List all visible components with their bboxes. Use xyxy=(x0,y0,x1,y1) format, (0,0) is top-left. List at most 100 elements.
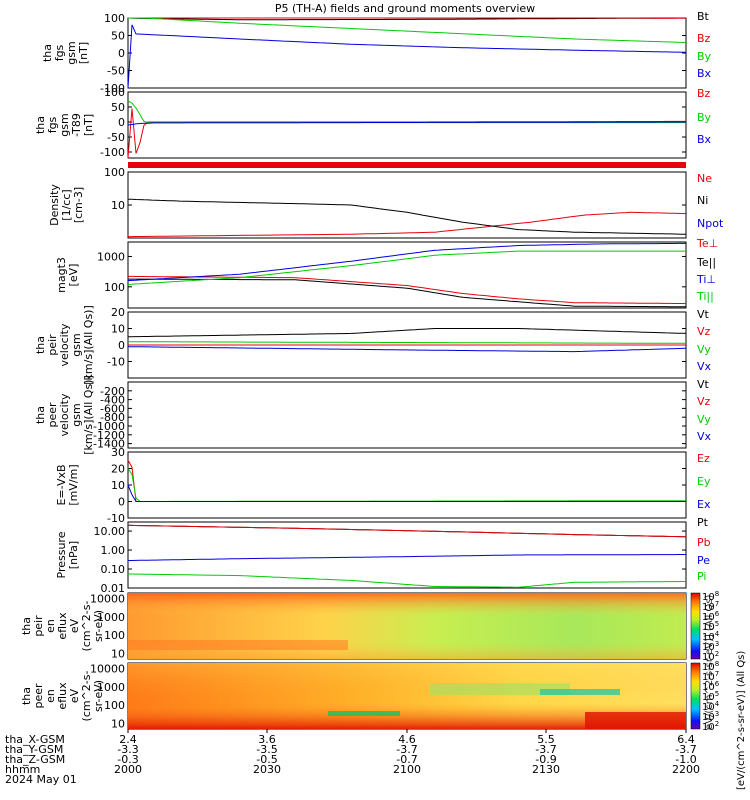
y-tick-label: -1200 xyxy=(93,429,125,442)
y-axis-label: E=-VxB xyxy=(55,464,68,505)
series-line-Ti|| xyxy=(127,250,686,285)
y-axis-label: (cm^2-s- xyxy=(80,671,93,722)
footer-z-value: -0.9 xyxy=(535,753,556,766)
footer-y-value: -3.7 xyxy=(396,743,417,756)
y-tick-label: 0.10 xyxy=(101,563,126,576)
series-line-Ti⊥ xyxy=(127,242,686,282)
legend-Bx: Bx xyxy=(697,67,712,80)
panel-frame xyxy=(127,241,687,309)
legend-Vz: Vz xyxy=(697,395,711,408)
colorbar-tick: 102 xyxy=(702,720,719,733)
y-axis-label: [nT] xyxy=(82,114,95,136)
status-bar xyxy=(128,162,686,168)
y-axis-label: tha xyxy=(20,687,33,705)
y-tick-label: 10000 xyxy=(90,593,125,606)
y-axis-label: en xyxy=(44,689,57,703)
y-tick-label: 0 xyxy=(118,496,125,509)
series-line-Te|| xyxy=(128,278,686,308)
y-tick-label: 10.00 xyxy=(94,525,126,538)
legend-Ti⊥: Ti⊥ xyxy=(696,273,716,286)
y-tick-label: 10 xyxy=(111,479,125,492)
y-axis-label: eV xyxy=(68,618,81,633)
footer-x-value: 3.6 xyxy=(258,733,276,746)
colorbar-label: [eV/(cm^2-s-sr-eV)] (All Qs) xyxy=(736,651,747,790)
y-axis-label: gsm xyxy=(65,41,78,64)
legend-Bt: Bt xyxy=(697,10,710,23)
legend-Bx: Bx xyxy=(697,133,712,146)
y-tick-label: 10 xyxy=(111,323,125,336)
footer-y-value: -3.7 xyxy=(675,743,696,756)
y-axis-label: peer xyxy=(32,683,45,709)
colorbar-tick: 103 xyxy=(702,640,719,653)
legend-Ti||: Ti|| xyxy=(696,290,714,303)
y-axis-label: fgs xyxy=(46,116,59,133)
colorbar-label-overlay: eV/(cm^2-s-sr-eV)] (All Qs) xyxy=(704,595,715,730)
footer-row-label: tha_Z-GSM xyxy=(5,753,65,766)
legend-Vt: Vt xyxy=(697,308,710,321)
legend-Pi: Pi xyxy=(697,570,706,583)
y-tick-label: 100 xyxy=(104,699,125,712)
y-axis-label: gsm xyxy=(70,333,83,356)
series-line-By xyxy=(127,100,686,124)
y-tick-label: -50 xyxy=(107,65,125,78)
y-tick-label: 100 xyxy=(104,12,125,25)
y-tick-label: -1400 xyxy=(93,438,125,451)
series-line-Bx xyxy=(127,24,687,89)
colorbar-tick: 106 xyxy=(702,610,720,623)
y-axis-label: sr-eV) xyxy=(92,680,105,712)
y-tick-label: 1000 xyxy=(97,250,125,263)
colorbar-tick: 106 xyxy=(702,680,720,693)
y-axis-label: [eV] xyxy=(67,264,80,287)
legend-Vz: Vz xyxy=(697,325,711,338)
y-axis-label: [nPa] xyxy=(67,541,80,569)
footer-z-value: -0.7 xyxy=(396,753,417,766)
legend-By: By xyxy=(697,111,712,124)
series-line-Pi xyxy=(127,573,686,588)
series-line-Vy xyxy=(128,341,687,344)
footer-row-label: tha_Y-GSM xyxy=(5,743,63,756)
footer-row-label: tha_X-GSM xyxy=(5,733,65,746)
y-axis-label: tha xyxy=(34,336,47,354)
y-tick-label: 1.00 xyxy=(101,544,126,557)
footer-hhmm-value: 2000 xyxy=(114,763,142,776)
y-axis-label: [nT] xyxy=(77,42,90,64)
y-tick-label: 10 xyxy=(111,717,125,730)
colorbar-tick: 103 xyxy=(702,710,719,723)
footer-z-value: -0.3 xyxy=(117,753,138,766)
panel-frame xyxy=(127,171,687,239)
y-axis-label: Density xyxy=(48,184,61,226)
panel-frame xyxy=(127,381,687,449)
series-line-Ex xyxy=(127,484,686,502)
series-line-Pb xyxy=(127,524,687,538)
y-axis-label: (cm^2-s- xyxy=(80,601,93,652)
legend-Ez: Ez xyxy=(697,452,710,465)
y-axis-label: magt3 xyxy=(55,257,68,293)
colorbar-tick: 104 xyxy=(702,630,720,643)
figure-title: P5 (TH-A) fields and ground moments over… xyxy=(275,2,535,15)
footer-hhmm-value: 2200 xyxy=(672,763,700,776)
y-axis-label: -T89 xyxy=(70,113,83,137)
footer-y-value: -3.5 xyxy=(256,743,277,756)
y-tick-label: 100 xyxy=(104,629,125,642)
colorbar-tick: 108 xyxy=(702,590,719,603)
legend-Te||: Te|| xyxy=(696,256,716,269)
y-axis-label: en xyxy=(44,619,57,633)
y-axis-label: gsm xyxy=(70,403,83,426)
panel-peir_velocity: 20 10 0 -10 tha peir velocity gsm [km/s](All Qs)… xyxy=(34,305,712,385)
footer-x-value: 2.4 xyxy=(119,733,137,746)
panel-frame xyxy=(127,91,687,159)
footer-y-value: -3.7 xyxy=(535,743,556,756)
colorbar-tick: 104 xyxy=(702,700,720,713)
colorbar-tick: 102 xyxy=(702,650,719,663)
colorbar-tick: 107 xyxy=(702,600,719,613)
y-axis-label: tha xyxy=(41,44,54,62)
footer-y-value: -3.3 xyxy=(117,743,138,756)
colorbar-peir xyxy=(690,592,701,660)
y-axis-label: velocity xyxy=(58,393,71,436)
y-tick-label: 0 xyxy=(118,116,125,129)
y-axis-label: sr-eV) xyxy=(92,610,105,642)
y-axis-label: eflux xyxy=(56,682,69,710)
colorbar-tick: 105 xyxy=(702,690,719,703)
y-tick-label: 1000 xyxy=(97,681,125,694)
